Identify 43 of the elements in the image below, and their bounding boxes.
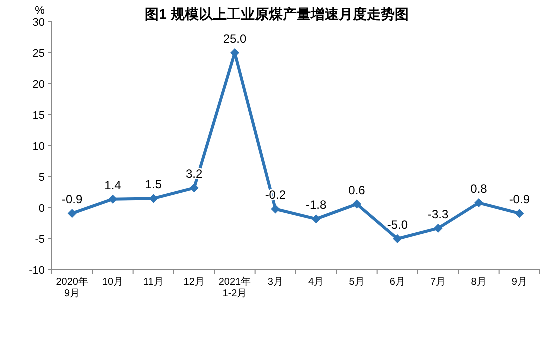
- x-tick-label: 3月: [268, 277, 284, 288]
- x-tick-label: 7月: [430, 277, 446, 288]
- y-axis-title: %: [35, 5, 46, 17]
- y-tick-label: 15: [32, 110, 45, 122]
- point: [271, 204, 280, 214]
- point: [393, 234, 402, 244]
- x-tick-label: 8月: [471, 277, 487, 288]
- y-tick-label: -5: [35, 234, 45, 246]
- x-tick-label: 2021年 1-2月: [218, 276, 252, 300]
- data-label: -1.8: [306, 198, 327, 212]
- y-tick-label: -10: [29, 265, 45, 277]
- x-tick-label: 9月: [512, 277, 528, 288]
- y-tick-label: 25: [32, 48, 45, 60]
- data-label: -5.0: [387, 218, 408, 232]
- y-tick-label: 0: [38, 203, 45, 215]
- data-label: 25.0: [223, 32, 247, 46]
- point: [108, 194, 118, 204]
- data-label: 0.8: [470, 182, 488, 196]
- y-tick-label: 30: [32, 17, 45, 29]
- point: [312, 214, 321, 224]
- data-label: -0.9: [62, 192, 83, 207]
- y-tick-label: 10: [32, 141, 45, 153]
- point: [515, 209, 524, 218]
- y-tick-label: 20: [32, 79, 45, 91]
- x-tick-label: 12月: [184, 277, 205, 288]
- data-label: -3.3: [428, 207, 449, 222]
- x-tick-label: 5月: [349, 277, 365, 288]
- data-label: -0.9: [509, 192, 530, 207]
- point: [474, 198, 484, 208]
- x-tick-label: 4月: [308, 277, 324, 288]
- y-tick-label: 5: [38, 172, 45, 184]
- x-tick-label: 2020年 9月: [56, 276, 88, 300]
- x-tick-label: 10月: [102, 277, 124, 288]
- x-tick-label: 6月: [390, 277, 406, 288]
- point: [352, 200, 362, 209]
- data-label: 0.6: [348, 183, 366, 198]
- point: [434, 224, 443, 233]
- x-tick-label: 11月: [143, 277, 164, 288]
- chart-title: 图1 规模以上工业原煤产量增速月度走势图: [145, 6, 409, 22]
- point: [190, 184, 199, 193]
- point: [68, 209, 77, 218]
- data-label: 1.5: [145, 178, 162, 192]
- data-label: 1.4: [104, 178, 122, 192]
